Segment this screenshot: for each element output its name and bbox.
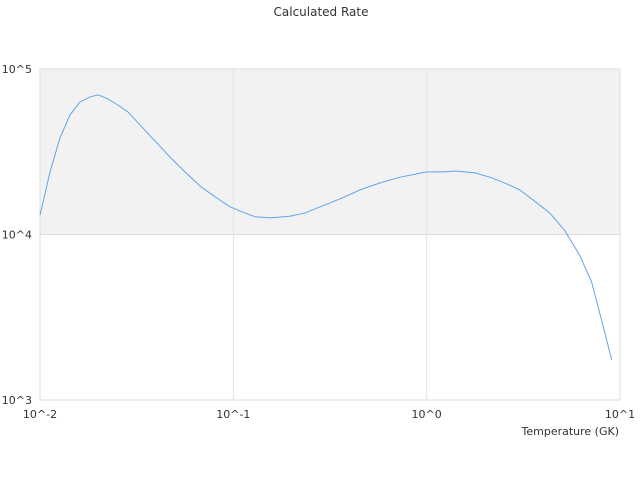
plot-frame (39, 68, 621, 401)
x-tick-label: 10^1 (605, 408, 635, 421)
x-tick-label: 10^-2 (23, 408, 57, 421)
x-tick-label: 10^-1 (216, 408, 250, 421)
band (40, 69, 620, 235)
y-tick-label: 10^4 (2, 229, 32, 242)
y-tick-label: 10^5 (2, 63, 32, 76)
x-tick-label: 10^0 (412, 408, 442, 421)
y-tick-label: 10^3 (2, 394, 32, 407)
chart-title: Calculated Rate (274, 5, 369, 19)
x-axis-label: Temperature (GK) (521, 425, 620, 438)
line (39, 94, 613, 360)
